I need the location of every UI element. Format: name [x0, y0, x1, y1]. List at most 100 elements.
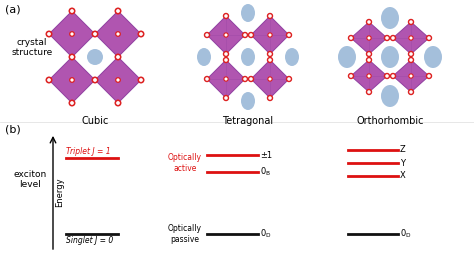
Circle shape — [368, 21, 370, 23]
Circle shape — [225, 78, 227, 80]
Circle shape — [367, 74, 371, 78]
Ellipse shape — [197, 48, 211, 66]
Circle shape — [48, 79, 50, 81]
Circle shape — [117, 33, 119, 35]
Circle shape — [117, 102, 119, 104]
Circle shape — [71, 79, 73, 81]
Circle shape — [224, 77, 228, 81]
Circle shape — [69, 100, 75, 106]
Circle shape — [70, 32, 74, 36]
Circle shape — [366, 20, 372, 25]
Polygon shape — [351, 22, 387, 54]
Circle shape — [368, 91, 370, 93]
Circle shape — [391, 36, 395, 41]
Circle shape — [348, 36, 354, 41]
Circle shape — [224, 52, 228, 57]
Text: 0$_\mathregular{B}$: 0$_\mathregular{B}$ — [260, 166, 271, 178]
Circle shape — [288, 78, 290, 80]
Circle shape — [409, 52, 413, 57]
Circle shape — [386, 37, 388, 39]
Circle shape — [115, 8, 121, 14]
Circle shape — [366, 90, 372, 94]
Circle shape — [225, 59, 227, 61]
Ellipse shape — [241, 92, 255, 110]
Circle shape — [286, 33, 292, 37]
Ellipse shape — [381, 7, 399, 29]
Circle shape — [46, 77, 52, 83]
Circle shape — [138, 77, 144, 83]
Polygon shape — [251, 60, 289, 98]
Text: Energy: Energy — [55, 178, 64, 207]
Circle shape — [248, 77, 254, 82]
Circle shape — [410, 75, 412, 77]
Text: crystal
structure: crystal structure — [11, 38, 53, 57]
Circle shape — [71, 56, 73, 58]
Text: 0$_\mathregular{D}$: 0$_\mathregular{D}$ — [260, 228, 272, 240]
Circle shape — [267, 52, 273, 57]
Circle shape — [269, 53, 271, 55]
Circle shape — [206, 34, 208, 36]
Circle shape — [243, 33, 247, 37]
Circle shape — [116, 32, 120, 36]
Circle shape — [386, 75, 388, 77]
Ellipse shape — [381, 46, 399, 68]
Circle shape — [224, 58, 228, 62]
Text: ±1: ±1 — [260, 150, 272, 159]
Circle shape — [367, 36, 371, 40]
Circle shape — [288, 34, 290, 36]
Circle shape — [384, 36, 390, 41]
Circle shape — [384, 74, 390, 78]
Circle shape — [409, 74, 413, 78]
Ellipse shape — [381, 85, 399, 107]
Polygon shape — [393, 22, 429, 54]
Text: Tetragonal: Tetragonal — [222, 116, 273, 126]
Circle shape — [428, 37, 430, 39]
Text: exciton
level: exciton level — [13, 170, 46, 189]
Circle shape — [71, 102, 73, 104]
Circle shape — [409, 58, 413, 62]
Circle shape — [269, 34, 271, 36]
Circle shape — [244, 34, 246, 36]
Circle shape — [94, 33, 96, 35]
Circle shape — [244, 78, 246, 80]
Circle shape — [427, 36, 431, 41]
Circle shape — [268, 33, 272, 37]
Circle shape — [138, 31, 144, 37]
Circle shape — [71, 33, 73, 35]
Circle shape — [206, 78, 208, 80]
Circle shape — [267, 13, 273, 19]
Circle shape — [225, 15, 227, 17]
Ellipse shape — [241, 4, 255, 22]
Ellipse shape — [87, 49, 103, 65]
Ellipse shape — [241, 48, 255, 66]
Circle shape — [368, 37, 370, 39]
Circle shape — [224, 13, 228, 19]
Ellipse shape — [285, 48, 299, 66]
Circle shape — [267, 95, 273, 101]
Circle shape — [392, 37, 394, 39]
Circle shape — [117, 56, 119, 58]
Text: 0$_\mathregular{D}$: 0$_\mathregular{D}$ — [400, 228, 411, 240]
Circle shape — [70, 78, 74, 82]
Text: Y: Y — [400, 158, 405, 167]
Text: Optically
passive: Optically passive — [168, 224, 202, 244]
Text: Cubic: Cubic — [82, 116, 109, 126]
Circle shape — [204, 77, 210, 82]
Polygon shape — [251, 16, 289, 54]
Circle shape — [224, 95, 228, 101]
Circle shape — [46, 31, 52, 37]
Text: Optically
active: Optically active — [168, 153, 202, 173]
Circle shape — [250, 78, 252, 80]
Text: (b): (b) — [5, 125, 21, 135]
Circle shape — [225, 34, 227, 36]
Circle shape — [366, 52, 372, 57]
Circle shape — [92, 31, 98, 37]
Circle shape — [269, 15, 271, 17]
Circle shape — [248, 33, 254, 37]
Circle shape — [368, 75, 370, 77]
Circle shape — [71, 10, 73, 12]
Circle shape — [92, 77, 98, 83]
Circle shape — [117, 79, 119, 81]
Circle shape — [117, 10, 119, 12]
Circle shape — [410, 21, 412, 23]
